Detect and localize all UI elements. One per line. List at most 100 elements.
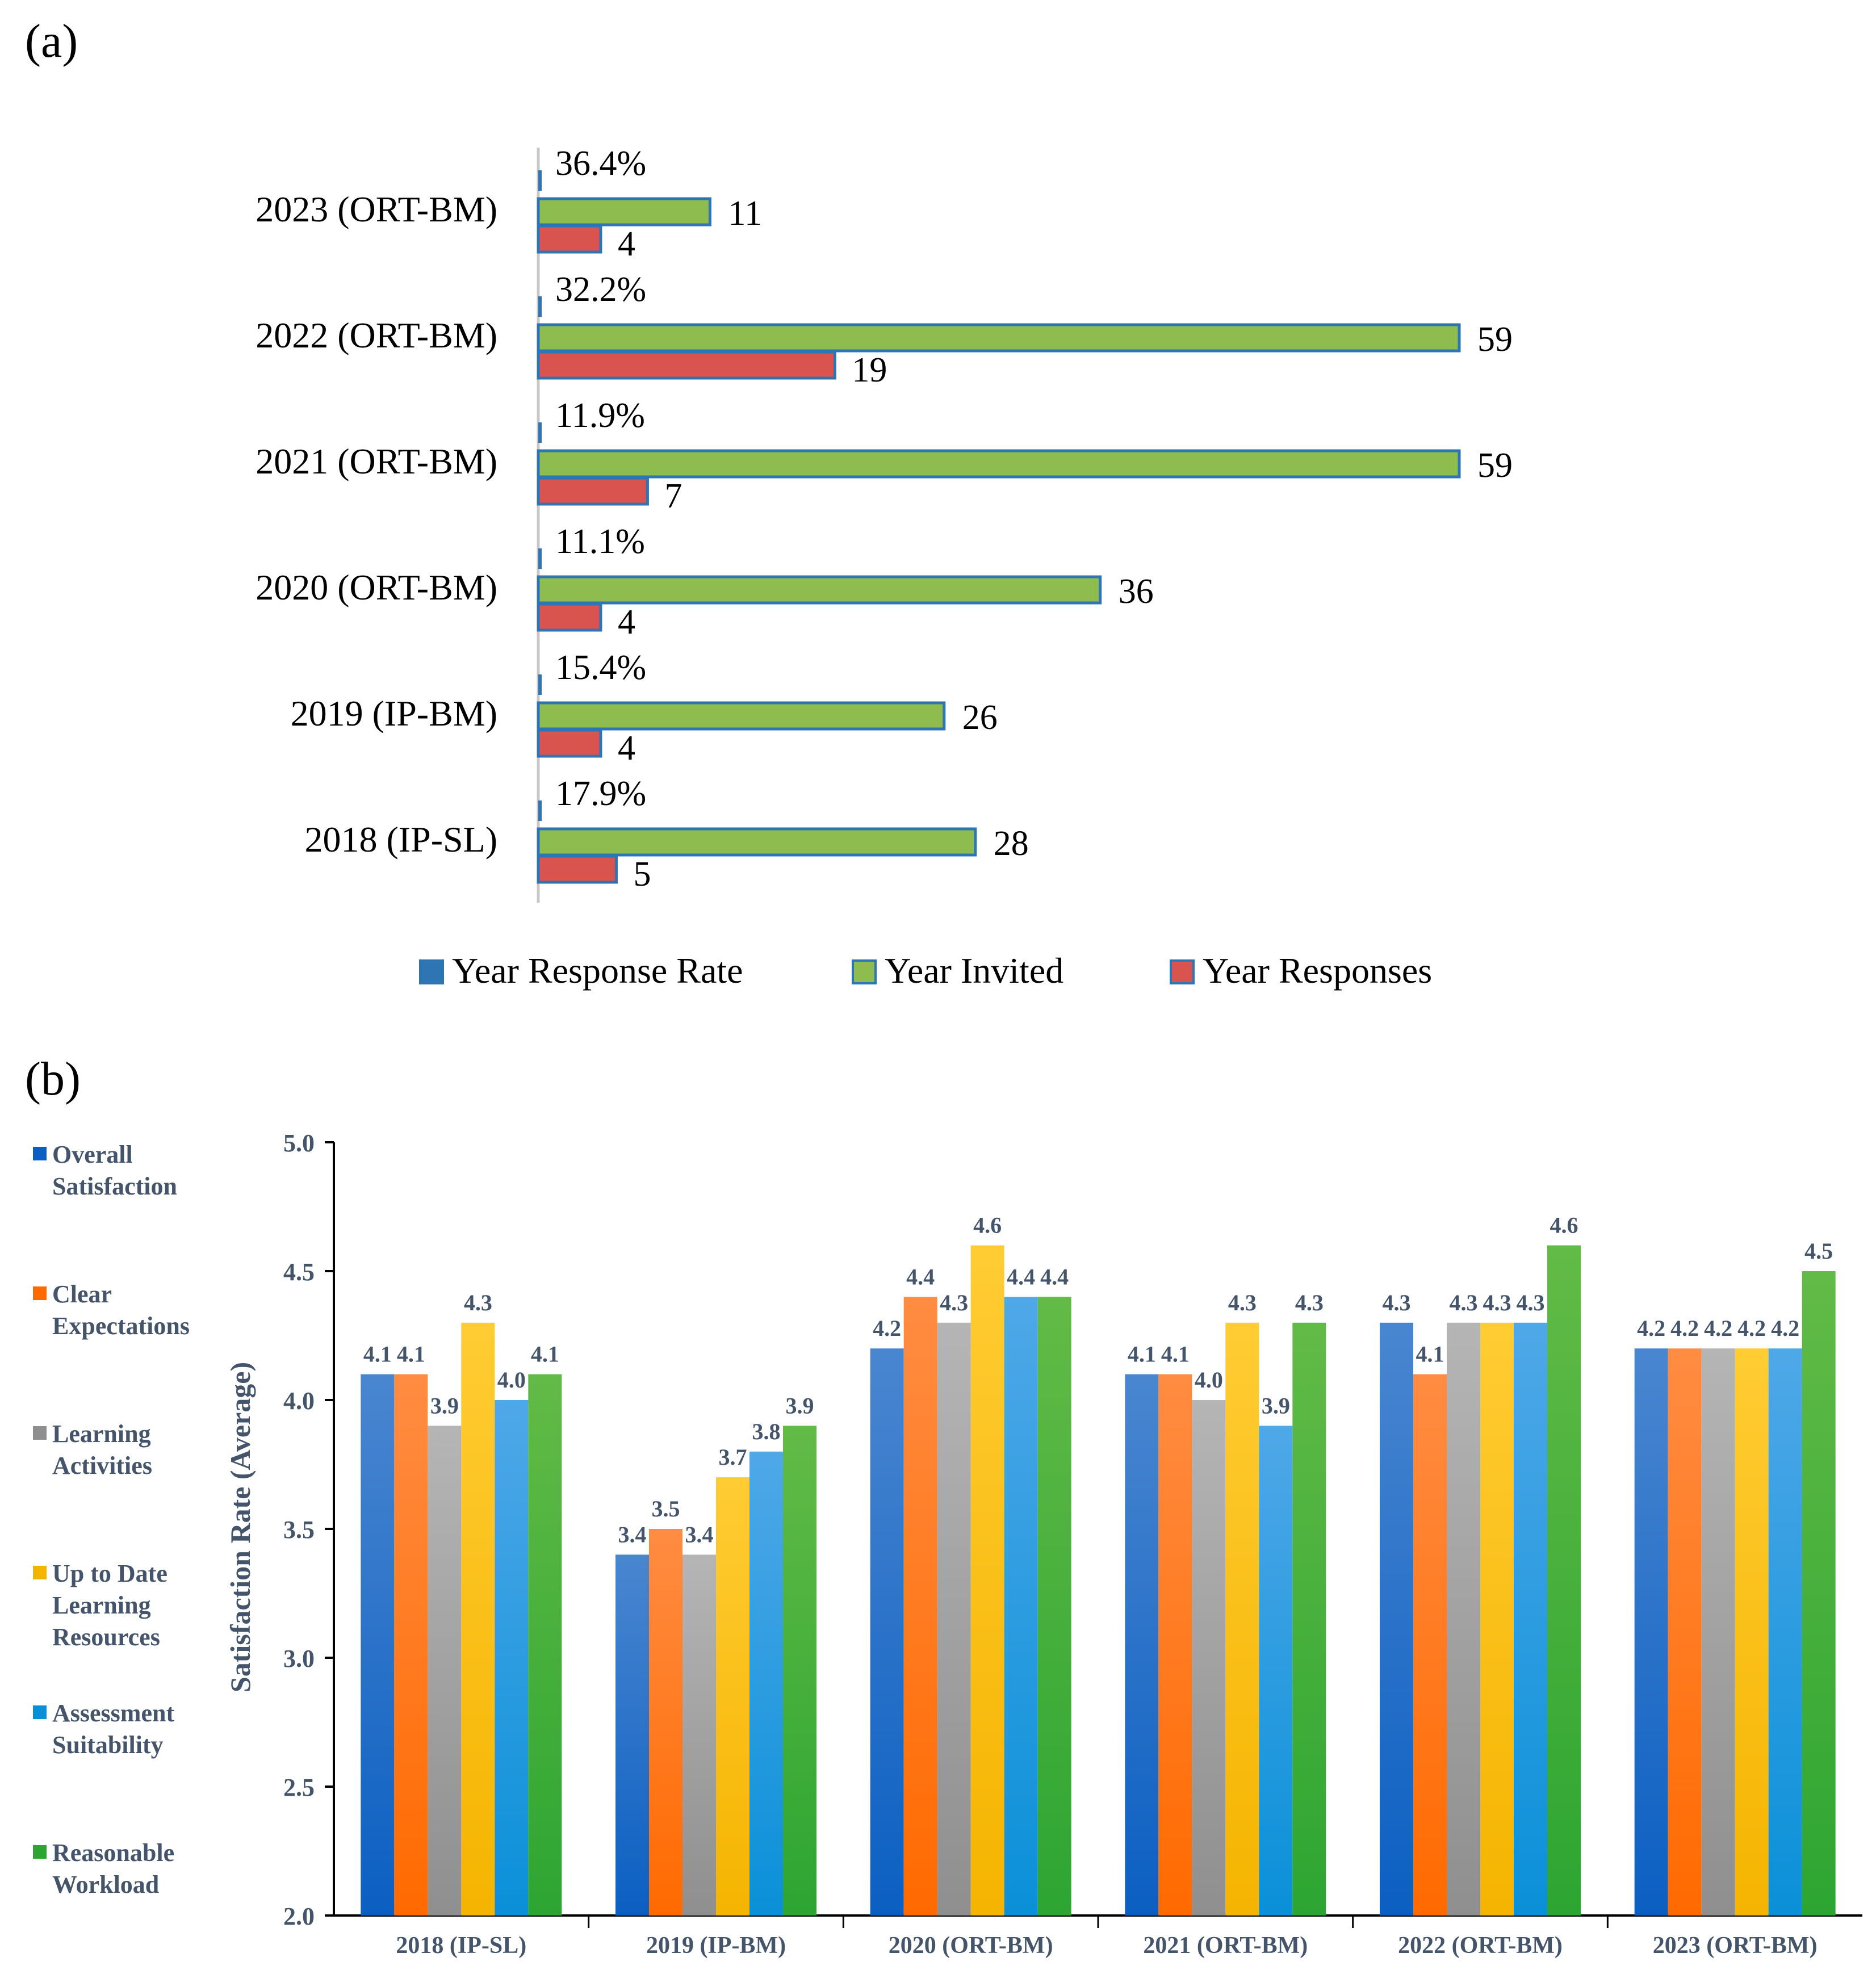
bar-b-assessment-suitability-2019-ip-bm [749,1451,783,1915]
data-label-b-reasonable-workload-2019-ip-bm: 3.9 [786,1393,814,1418]
data-label-a-year-invited-2020-ort-bm: 36 [1119,572,1154,611]
data-label-a-year-invited-2019-ip-bm: 26 [962,698,998,737]
chart-a: (a) 2023 (ORT-BM) 2022 (ORT-BM) 2021 (ORT-… [25,15,1513,991]
category-label-a-2019-ip-bm: 2019 (IP-BM) [291,693,497,733]
bar-b-up-to-date-learning-resources-2019-ip-bm [716,1477,749,1915]
bar-b-clear-expectations-2018-ip-sl [394,1374,428,1915]
legend-label-assessment-suitability: Suitability [52,1731,164,1759]
bar-b-assessment-suitability-2018-ip-sl [495,1400,529,1915]
data-label-a-year-response-rate-2018-ip-sl: 17.9% [555,774,646,813]
data-label-b-learning-activities-2022-ort-bm: 4.3 [1450,1290,1478,1315]
data-label-b-up-to-date-learning-resources-2020-ort-bm: 4.6 [973,1213,1002,1238]
bar-b-reasonable-workload-2022-ort-bm [1547,1245,1581,1915]
legend-label-up-to-date-learning-resources: Learning [52,1591,151,1619]
bar-b-up-to-date-learning-resources-2018-ip-sl [461,1322,495,1915]
bar-a-year-response-rate-2021-ort-bm [538,422,542,443]
data-label-b-overall-satisfaction-2019-ip-bm: 3.4 [618,1521,647,1547]
legend-label-year-responses: Year Responses [1203,950,1432,991]
legend-swatch-assessment-suitability [33,1705,47,1719]
bar-a-year-invited-2022-ort-bm [537,323,1461,353]
bar-a-year-responses-2020-ort-bm [537,602,602,632]
bar-b-reasonable-workload-2020-ort-bm [1037,1297,1071,1915]
bar-b-overall-satisfaction-2022-ort-bm [1380,1322,1413,1915]
data-label-b-assessment-suitability-2022-ort-bm: 4.3 [1517,1290,1545,1315]
data-label-b-assessment-suitability-2023-ort-bm: 4.2 [1771,1315,1799,1341]
data-label-b-learning-activities-2021-ort-bm: 4.0 [1195,1367,1223,1393]
data-label-b-up-to-date-learning-resources-2021-ort-bm: 4.3 [1228,1290,1257,1315]
bar-b-learning-activities-2022-ort-bm [1447,1322,1480,1915]
bar-b-reasonable-workload-2018-ip-sl [528,1374,562,1915]
bar-b-reasonable-workload-2021-ort-bm [1292,1322,1326,1915]
data-label-b-up-to-date-learning-resources-2019-ip-bm: 3.7 [719,1444,747,1470]
data-label-a-year-responses-2021-ort-bm: 7 [664,477,682,515]
y-tick-label-3-0: 3.0 [283,1645,315,1673]
legend-swatch-up-to-date-learning-resources [33,1566,47,1579]
category-label-b-2021-ort-bm: 2021 (ORT-BM) [1143,1933,1308,1959]
data-label-b-overall-satisfaction-2023-ort-bm: 4.2 [1637,1315,1665,1341]
data-label-a-year-response-rate-2021-ort-bm: 11.9% [555,396,645,435]
bar-a-year-response-rate-2019-ip-bm [538,674,542,695]
bar-b-assessment-suitability-2021-ort-bm [1259,1426,1293,1915]
legend-label-learning-activities: Learning [52,1420,151,1448]
bar-a-year-responses-2022-ort-bm [537,350,836,380]
legend-label-overall-satisfaction: Overall [52,1141,133,1168]
bar-b-learning-activities-2018-ip-sl [428,1426,462,1915]
y-tick-label-4-5: 4.5 [283,1258,315,1286]
data-label-b-assessment-suitability-2021-ort-bm: 3.9 [1262,1393,1290,1418]
data-label-b-clear-expectations-2019-ip-bm: 3.5 [652,1496,680,1521]
y-tick-label-2-0: 2.0 [283,1902,315,1930]
legend-swatch-year-invited [852,959,877,984]
category-label-b-2020-ort-bm: 2020 (ORT-BM) [889,1933,1053,1959]
data-label-b-clear-expectations-2020-ort-bm: 4.4 [906,1264,935,1289]
legend-label-reasonable-workload: Reasonable [52,1839,174,1867]
bar-a-year-responses-2018-ip-sl [537,854,618,884]
data-label-b-learning-activities-2018-ip-sl: 3.9 [430,1393,459,1418]
category-label-b-2018-ip-sl: 2018 (IP-SL) [396,1933,526,1959]
legend-b: Overall Satisfaction Clear Expectations Lear… [33,1141,190,1898]
bar-a-year-invited-2018-ip-sl [537,827,977,857]
bar-b-overall-satisfaction-2018-ip-sl [361,1374,395,1915]
bar-b-overall-satisfaction-2020-ort-bm [870,1348,904,1915]
category-label-a-2018-ip-sl: 2018 (IP-SL) [304,819,497,860]
legend-label-up-to-date-learning-resources: Up to Date [52,1560,168,1587]
bar-b-clear-expectations-2023-ort-bm [1668,1348,1702,1915]
bar-b-up-to-date-learning-resources-2023-ort-bm [1735,1348,1769,1915]
data-label-b-clear-expectations-2022-ort-bm: 4.1 [1416,1342,1444,1367]
category-label-a-2023-ort-bm: 2023 (ORT-BM) [256,189,497,229]
y-tick-label-2-5: 2.5 [283,1774,315,1801]
legend-swatch-clear-expectations [33,1286,47,1300]
bar-b-up-to-date-learning-resources-2021-ort-bm [1225,1322,1259,1915]
data-label-b-overall-satisfaction-2018-ip-sl: 4.1 [363,1342,392,1367]
data-label-b-up-to-date-learning-resources-2018-ip-sl: 4.3 [464,1290,492,1315]
data-label-b-learning-activities-2023-ort-bm: 4.2 [1704,1315,1732,1341]
legend-label-clear-expectations: Clear [52,1280,112,1308]
y-axis-label: Satisfaction Rate (Average) [224,1362,256,1692]
y-tick-label-3-5: 3.5 [283,1516,315,1544]
bar-a-year-response-rate-2023-ort-bm [538,170,542,191]
category-label-b-2023-ort-bm: 2023 (ORT-BM) [1653,1933,1818,1959]
data-label-b-clear-expectations-2021-ort-bm: 4.1 [1161,1342,1190,1367]
legend-label-assessment-suitability: Assessment [52,1699,174,1727]
bar-b-overall-satisfaction-2019-ip-bm [615,1554,649,1915]
bar-a-year-responses-2019-ip-bm [537,728,602,758]
data-label-b-clear-expectations-2018-ip-sl: 4.1 [397,1342,425,1367]
data-label-b-up-to-date-learning-resources-2023-ort-bm: 4.2 [1737,1315,1766,1341]
legend-swatch-reasonable-workload [33,1845,47,1859]
legend-swatch-learning-activities [33,1426,47,1440]
bar-b-learning-activities-2023-ort-bm [1701,1348,1735,1915]
bar-b-assessment-suitability-2022-ort-bm [1514,1322,1547,1915]
bar-b-clear-expectations-2020-ort-bm [903,1297,937,1915]
panel-a-label: (a) [25,15,78,68]
legend-swatch-year-responses [1170,959,1195,984]
category-label-b-2022-ort-bm: 2022 (ORT-BM) [1398,1933,1563,1959]
legend-label-overall-satisfaction: Satisfaction [52,1172,177,1200]
data-label-b-reasonable-workload-2020-ort-bm: 4.4 [1040,1264,1069,1289]
data-label-a-year-response-rate-2019-ip-bm: 15.4% [555,648,646,687]
y-tick-label-4-0: 4.0 [283,1387,315,1415]
legend-label-learning-activities: Activities [52,1452,152,1479]
legend-label-clear-expectations: Expectations [52,1312,190,1340]
data-label-a-year-invited-2023-ort-bm: 11 [728,194,762,233]
bar-a-year-invited-2020-ort-bm [537,575,1102,605]
bar-a-year-invited-2019-ip-bm [537,701,946,731]
